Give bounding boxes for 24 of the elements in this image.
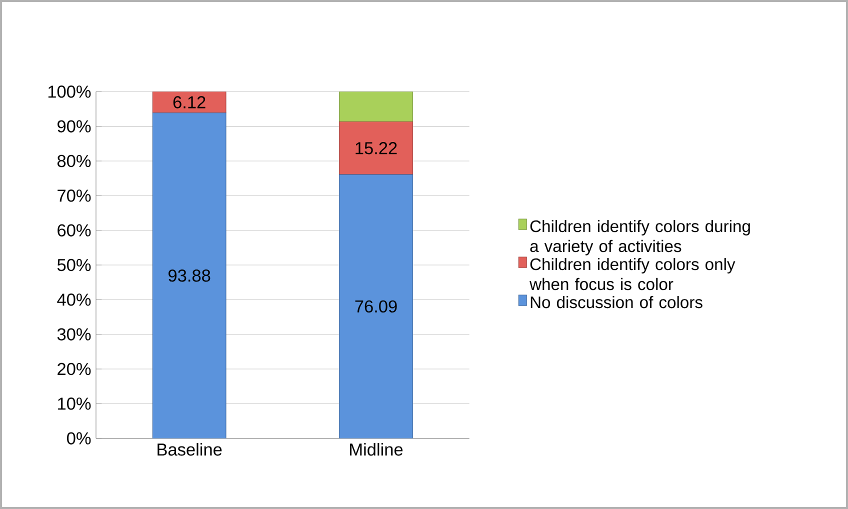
y-tick-label: 90%: [58, 120, 91, 132]
x-tick-label: Baseline: [158, 443, 222, 456]
legend-label: Children identify colors during a variety of activities: [530, 220, 750, 256]
y-tick-label: 50%: [57, 258, 91, 272]
legend-label: No discussion of colors: [530, 296, 702, 308]
data-label: 93.88: [168, 269, 210, 282]
data-label: 6.12: [173, 96, 206, 108]
y-tick-label: 30%: [57, 328, 91, 340]
y-tick-label: 10%: [58, 398, 91, 410]
y-tick-label: 60%: [58, 224, 91, 236]
bar: [339, 174, 413, 438]
bar: [339, 92, 413, 122]
data-label: 15.22: [356, 142, 397, 154]
y-tick-label: 100%: [48, 86, 91, 98]
y-tick-label: 80%: [57, 154, 91, 168]
data-label: 76.09: [355, 300, 397, 313]
y-tick-label: 0%: [67, 432, 91, 444]
x-tick-label: Midline: [350, 443, 403, 456]
y-tick-label: 40%: [57, 294, 91, 306]
legend-label: Children identify colors only when focus is color: [530, 258, 736, 290]
y-tick-label: 70%: [58, 190, 91, 202]
bar: [339, 122, 413, 175]
y-tick-label: 20%: [58, 362, 91, 376]
bar: [152, 112, 226, 438]
